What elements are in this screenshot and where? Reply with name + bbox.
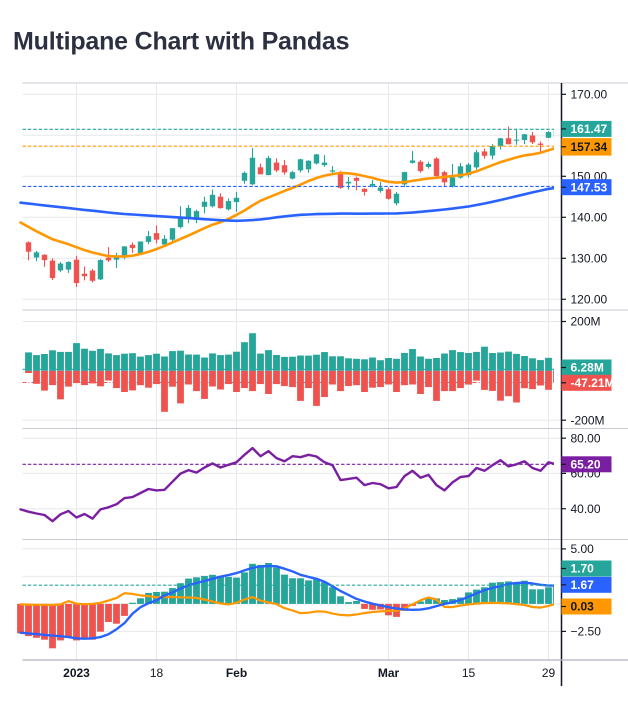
svg-text:170.00: 170.00 [571,88,608,102]
svg-text:Multipane Chart with Pandas: Multipane Chart with Pandas [13,28,349,56]
svg-text:200M: 200M [571,315,601,329]
svg-text:0.03: 0.03 [571,600,595,614]
svg-text:-200M: -200M [571,413,605,427]
svg-text:-47.21M: -47.21M [571,376,615,390]
svg-text:1.70: 1.70 [571,562,595,576]
svg-text:157.34: 157.34 [571,140,608,154]
svg-text:161.47: 161.47 [571,122,608,136]
svg-text:5.00: 5.00 [571,542,595,556]
svg-text:29: 29 [542,666,556,680]
svg-text:Feb: Feb [226,666,247,680]
svg-text:18: 18 [150,666,164,680]
svg-text:1.67: 1.67 [571,578,595,592]
svg-text:15: 15 [462,666,476,680]
svg-text:80.00: 80.00 [571,431,601,445]
svg-text:Mar: Mar [378,666,400,680]
svg-text:2023: 2023 [63,666,90,680]
svg-text:130.00: 130.00 [571,252,608,266]
svg-text:40.00: 40.00 [571,502,601,516]
svg-text:6.28M: 6.28M [571,361,604,375]
svg-text:140.00: 140.00 [571,211,608,225]
svg-text:65.20: 65.20 [571,458,601,472]
svg-text:120.00: 120.00 [571,293,608,307]
svg-text:−2.50: −2.50 [571,625,602,639]
svg-text:147.53: 147.53 [571,180,608,194]
